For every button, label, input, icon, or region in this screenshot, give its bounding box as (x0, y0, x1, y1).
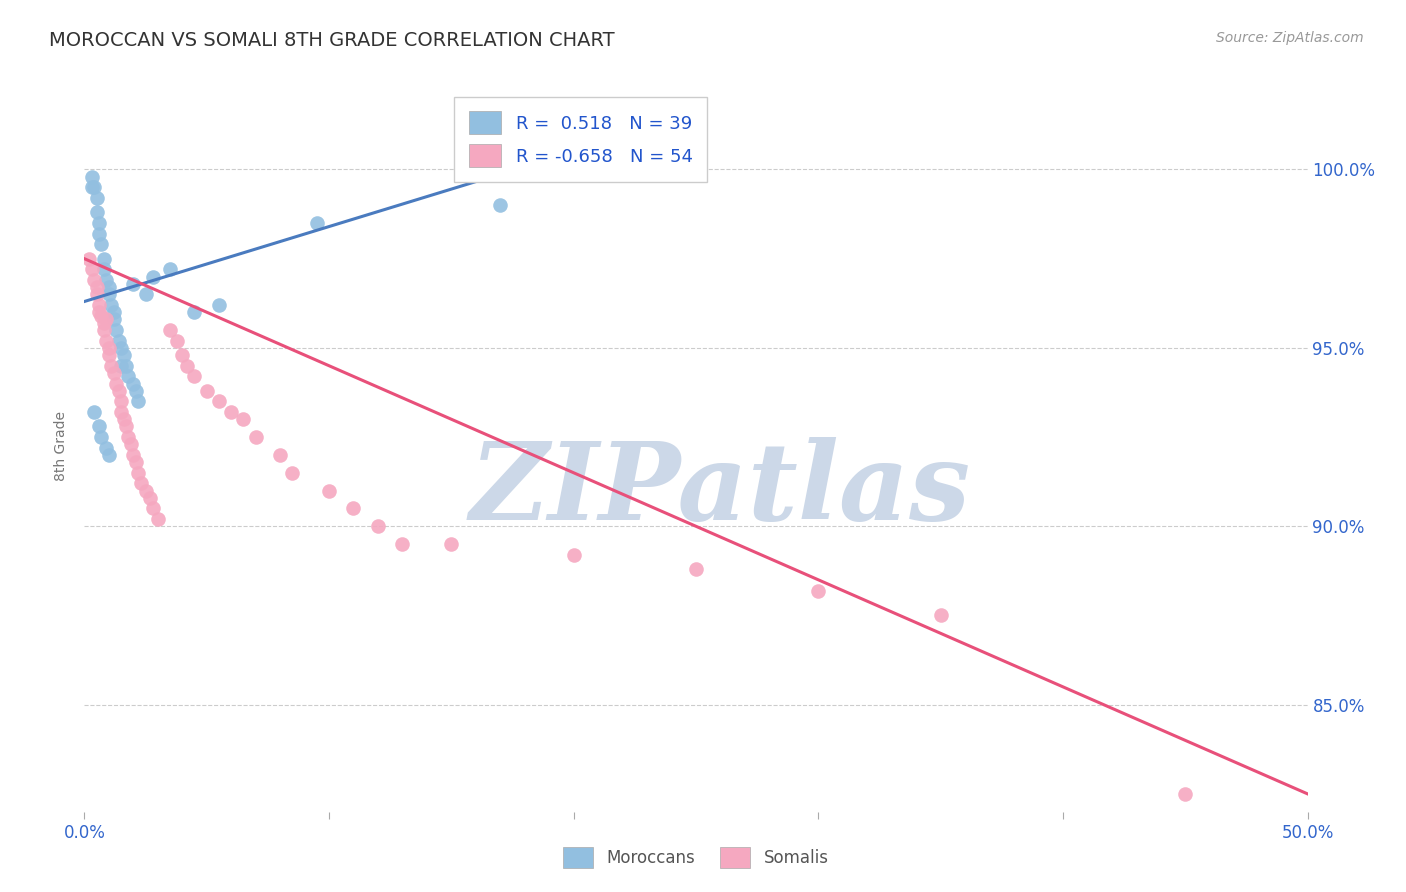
Point (96, 441, 118, 455)
Point (103, 312, 125, 326)
Point (96, 273, 118, 287)
Point (83, 405, 105, 419)
Point (83, 273, 105, 287)
Point (125, 384, 148, 398)
Point (176, 359, 198, 373)
Point (117, 430, 139, 444)
Point (159, 323, 181, 337)
Point (135, 483, 157, 498)
Point (77, 252, 100, 266)
Point (93, 316, 115, 330)
Point (166, 334, 188, 348)
Point (87, 305, 110, 319)
Point (107, 384, 129, 398)
Point (97, 448, 120, 462)
Point (80, 180, 103, 194)
Point (807, 583, 830, 598)
Point (86, 205, 108, 219)
Point (97, 341, 120, 355)
Point (269, 448, 291, 462)
Point (1174, 787, 1197, 801)
Text: ZIPatlas: ZIPatlas (470, 437, 972, 543)
Point (127, 394, 149, 409)
Text: Source: ZipAtlas.com: Source: ZipAtlas.com (1216, 31, 1364, 45)
Point (117, 369, 139, 384)
Point (96, 312, 118, 326)
Point (183, 369, 205, 384)
Point (112, 348, 135, 362)
Point (562, 548, 585, 562)
Point (146, 512, 169, 526)
Point (107, 334, 129, 348)
Point (159, 262, 181, 277)
Y-axis label: 8th Grade: 8th Grade (55, 411, 69, 481)
Point (139, 491, 162, 505)
Point (122, 376, 145, 391)
Point (219, 405, 242, 419)
Point (172, 348, 194, 362)
Point (281, 466, 304, 480)
Point (86, 280, 108, 294)
Point (90, 237, 112, 252)
Point (105, 323, 128, 337)
Point (87, 227, 110, 241)
Point (122, 277, 145, 291)
Point (110, 341, 132, 355)
Point (208, 298, 231, 312)
Point (127, 466, 149, 480)
Point (97, 280, 120, 294)
Point (87, 216, 110, 230)
Point (80, 262, 103, 277)
Point (105, 376, 128, 391)
Point (97, 348, 120, 362)
Point (305, 216, 328, 230)
Point (685, 562, 707, 576)
Point (97, 287, 120, 301)
Point (245, 430, 267, 444)
Point (93, 323, 115, 337)
Point (195, 384, 218, 398)
Point (115, 419, 138, 434)
Point (86, 287, 108, 301)
Point (90, 430, 112, 444)
Text: MOROCCAN VS SOMALI 8TH GRADE CORRELATION CHART: MOROCCAN VS SOMALI 8TH GRADE CORRELATION… (49, 31, 614, 50)
Point (112, 412, 135, 426)
Point (80, 169, 103, 184)
Point (367, 519, 389, 533)
Point (135, 287, 157, 301)
Point (342, 501, 364, 516)
Point (83, 180, 105, 194)
Point (90, 309, 112, 323)
Point (115, 359, 138, 373)
Point (87, 419, 110, 434)
Point (103, 366, 125, 380)
Point (110, 394, 132, 409)
Point (120, 437, 142, 451)
Point (142, 501, 165, 516)
Point (100, 298, 122, 312)
Point (440, 537, 463, 551)
Point (103, 305, 125, 319)
Point (318, 483, 340, 498)
Point (93, 262, 115, 277)
Point (142, 269, 165, 284)
Point (208, 394, 231, 409)
Point (86, 191, 108, 205)
Point (125, 455, 148, 469)
Point (929, 608, 952, 623)
Point (129, 476, 152, 491)
Point (489, 198, 512, 212)
Point (122, 448, 145, 462)
Point (100, 359, 122, 373)
Point (87, 298, 110, 312)
Point (110, 359, 132, 373)
Legend: Moroccans, Somalis: Moroccans, Somalis (555, 838, 837, 877)
Point (110, 405, 132, 419)
Point (232, 412, 254, 426)
Point (93, 252, 115, 266)
Point (183, 305, 205, 319)
Point (96, 334, 118, 348)
Point (391, 537, 413, 551)
